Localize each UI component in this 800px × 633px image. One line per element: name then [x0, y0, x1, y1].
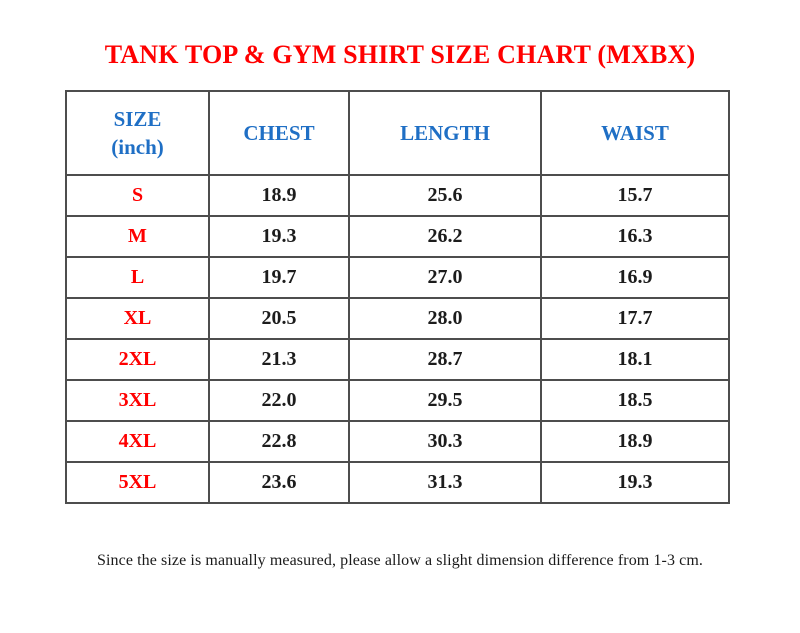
size-chart-table: SIZE (inch) CHEST LENGTH WAIST S 18.9 25… [65, 90, 730, 504]
header-row: SIZE (inch) CHEST LENGTH WAIST [65, 90, 730, 176]
table-row-3xl: 3XL 22.0 29.5 18.5 [65, 379, 730, 422]
column-header-chest: CHEST [208, 90, 350, 176]
chest-value: 21.3 [208, 338, 350, 381]
length-value: 29.5 [348, 379, 542, 422]
size-label: XL [65, 297, 210, 340]
chest-value: 19.7 [208, 256, 350, 299]
table-row-5xl: 5XL 23.6 31.3 19.3 [65, 461, 730, 504]
table-row-2xl: 2XL 21.3 28.7 18.1 [65, 338, 730, 381]
waist-value: 19.3 [540, 461, 730, 504]
table-row-s: S 18.9 25.6 15.7 [65, 174, 730, 217]
length-value: 28.7 [348, 338, 542, 381]
column-header-size: SIZE (inch) [65, 90, 210, 176]
size-label: 4XL [65, 420, 210, 463]
table-row-m: M 19.3 26.2 16.3 [65, 215, 730, 258]
measurement-disclaimer-note: Since the size is manually measured, ple… [96, 552, 704, 569]
length-value: 26.2 [348, 215, 542, 258]
size-label: M [65, 215, 210, 258]
waist-value: 16.9 [540, 256, 730, 299]
waist-value: 15.7 [540, 174, 730, 217]
length-value: 31.3 [348, 461, 542, 504]
length-value: 27.0 [348, 256, 542, 299]
waist-value: 18.9 [540, 420, 730, 463]
table-row-xl: XL 20.5 28.0 17.7 [65, 297, 730, 340]
waist-value: 17.7 [540, 297, 730, 340]
chest-value: 20.5 [208, 297, 350, 340]
chest-value: 23.6 [208, 461, 350, 504]
chest-value: 22.0 [208, 379, 350, 422]
size-label: S [65, 174, 210, 217]
size-label: 2XL [65, 338, 210, 381]
column-header-size-line2: (inch) [111, 135, 164, 159]
table-row-4xl: 4XL 22.8 30.3 18.9 [65, 420, 730, 463]
size-label: L [65, 256, 210, 299]
length-value: 25.6 [348, 174, 542, 217]
column-header-waist: WAIST [540, 90, 730, 176]
column-header-size-line1: SIZE [113, 106, 162, 131]
chest-value: 18.9 [208, 174, 350, 217]
chest-value: 22.8 [208, 420, 350, 463]
size-label: 3XL [65, 379, 210, 422]
length-value: 30.3 [348, 420, 542, 463]
page-title: TANK TOP & GYM SHIRT SIZE CHART (MXBX) [104, 40, 696, 69]
chest-value: 19.3 [208, 215, 350, 258]
waist-value: 18.1 [540, 338, 730, 381]
table-row-l: L 19.7 27.0 16.9 [65, 256, 730, 299]
size-label: 5XL [65, 461, 210, 504]
length-value: 28.0 [348, 297, 542, 340]
waist-value: 16.3 [540, 215, 730, 258]
waist-value: 18.5 [540, 379, 730, 422]
column-header-length: LENGTH [348, 90, 542, 176]
